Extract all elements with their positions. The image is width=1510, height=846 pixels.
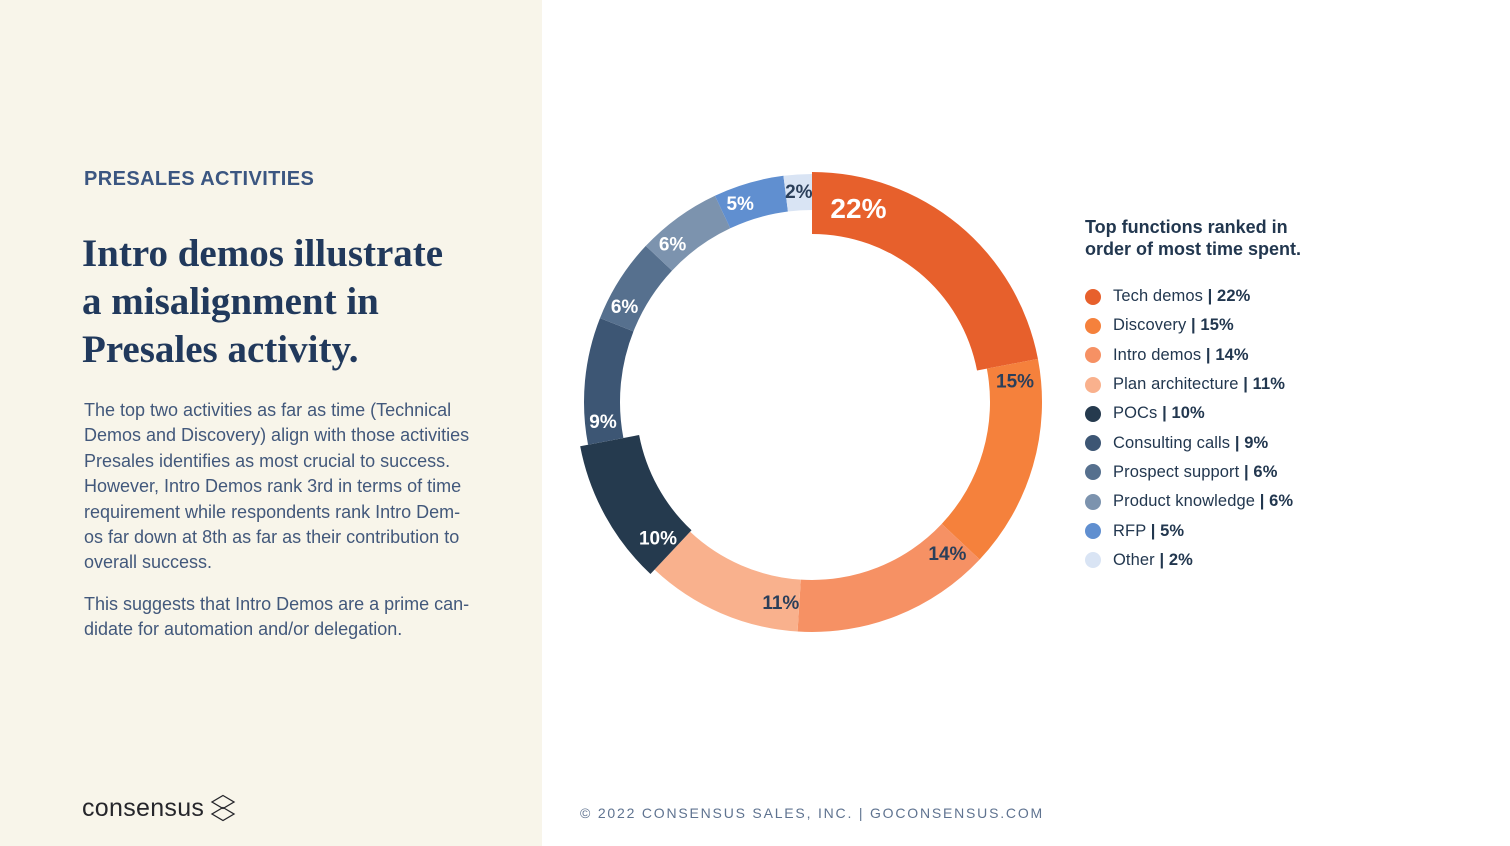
logo-wordmark: consensus bbox=[82, 794, 205, 822]
legend-item: Prospect support | 6% bbox=[1085, 458, 1415, 487]
slice-value-label: 15% bbox=[996, 372, 1034, 393]
chart-legend: Top functions ranked in order of most ti… bbox=[1085, 216, 1415, 575]
legend-swatch bbox=[1085, 288, 1101, 305]
footer-copyright: © 2022 CONSENSUS SALES, INC. | GOCONSENS… bbox=[580, 805, 1044, 821]
slice-value-label: 14% bbox=[928, 544, 966, 565]
legend-item: Consulting calls | 9% bbox=[1085, 428, 1415, 457]
legend-items: Tech demos | 22% Discovery | 15% Intro dem… bbox=[1085, 282, 1415, 575]
legend-item: RFP | 5% bbox=[1085, 516, 1415, 545]
donut-segment-plan-architecture bbox=[654, 531, 801, 632]
legend-label: RFP | 5% bbox=[1113, 521, 1185, 540]
body-paragraph-1: The top two activities as far as time (T… bbox=[84, 400, 470, 573]
slice-value-label: 5% bbox=[726, 194, 754, 215]
left-text-panel: PRESALES ACTIVITIES Intro demos illustra… bbox=[0, 0, 542, 846]
legend-swatch bbox=[1085, 435, 1101, 452]
legend-swatch bbox=[1085, 552, 1101, 569]
legend-label: Consulting calls | 9% bbox=[1113, 433, 1269, 452]
consensus-logo-icon bbox=[210, 794, 236, 822]
consensus-logo: consensus bbox=[82, 793, 236, 823]
legend-swatch bbox=[1085, 523, 1101, 540]
donut-chart: 22% 15% 14% 11% 10% 9% 6% 6% 5% 2% bbox=[580, 172, 1043, 633]
slice-value-label: 6% bbox=[611, 297, 639, 318]
slice-value-label: 9% bbox=[589, 412, 617, 433]
donut-segment-pocs bbox=[580, 434, 692, 575]
legend-swatch bbox=[1085, 317, 1101, 334]
donut-segment-intro-demos bbox=[797, 523, 980, 633]
legend-label: Product knowledge | 6% bbox=[1113, 492, 1294, 511]
legend-label: Discovery | 15% bbox=[1113, 316, 1234, 335]
slice-value-label: 22% bbox=[830, 193, 886, 224]
donut-segment-discovery bbox=[941, 358, 1043, 560]
donut-segment-product-knowledge bbox=[645, 195, 731, 271]
slice-value-label: 10% bbox=[639, 528, 677, 549]
legend-swatch bbox=[1085, 376, 1101, 393]
donut-segment-other bbox=[783, 174, 812, 212]
slice-value-label: 11% bbox=[762, 593, 799, 614]
legend-label: Other | 2% bbox=[1113, 550, 1193, 569]
legend-title: Top functions ranked in order of most ti… bbox=[1085, 217, 1302, 259]
slice-value-label: 6% bbox=[659, 234, 687, 255]
legend-item: Product knowledge | 6% bbox=[1085, 487, 1415, 516]
legend-swatch bbox=[1085, 347, 1101, 364]
legend-item: Tech demos | 22% bbox=[1085, 282, 1415, 311]
legend-swatch bbox=[1085, 405, 1101, 422]
eyebrow-label: PRESALES ACTIVITIES bbox=[84, 168, 315, 190]
legend-item: POCs | 10% bbox=[1085, 399, 1415, 428]
legend-label: Plan architecture | 11% bbox=[1113, 375, 1286, 394]
donut-segment-consulting-calls bbox=[584, 318, 634, 445]
legend-swatch bbox=[1085, 493, 1101, 510]
donut-segment-tech-demos bbox=[812, 172, 1038, 371]
legend-item: Intro demos | 14% bbox=[1085, 341, 1415, 370]
body-paragraph-2: This suggests that Intro Demos are a pri… bbox=[84, 594, 470, 640]
legend-swatch bbox=[1085, 464, 1101, 481]
page-title: Intro demos illustrate a misalignment in… bbox=[82, 232, 444, 372]
slice-value-label: 2% bbox=[785, 182, 813, 203]
legend-item: Plan architecture | 11% bbox=[1085, 370, 1415, 399]
donut-segment-prospect-support bbox=[600, 245, 673, 332]
legend-label: Prospect support | 6% bbox=[1113, 462, 1278, 481]
donut-segment-rfp bbox=[714, 175, 788, 229]
legend-item: Other | 2% bbox=[1085, 546, 1415, 575]
legend-label: POCs | 10% bbox=[1113, 404, 1205, 423]
legend-item: Discovery | 15% bbox=[1085, 311, 1415, 340]
legend-label: Tech demos | 22% bbox=[1113, 287, 1251, 306]
legend-label: Intro demos | 14% bbox=[1113, 345, 1249, 364]
